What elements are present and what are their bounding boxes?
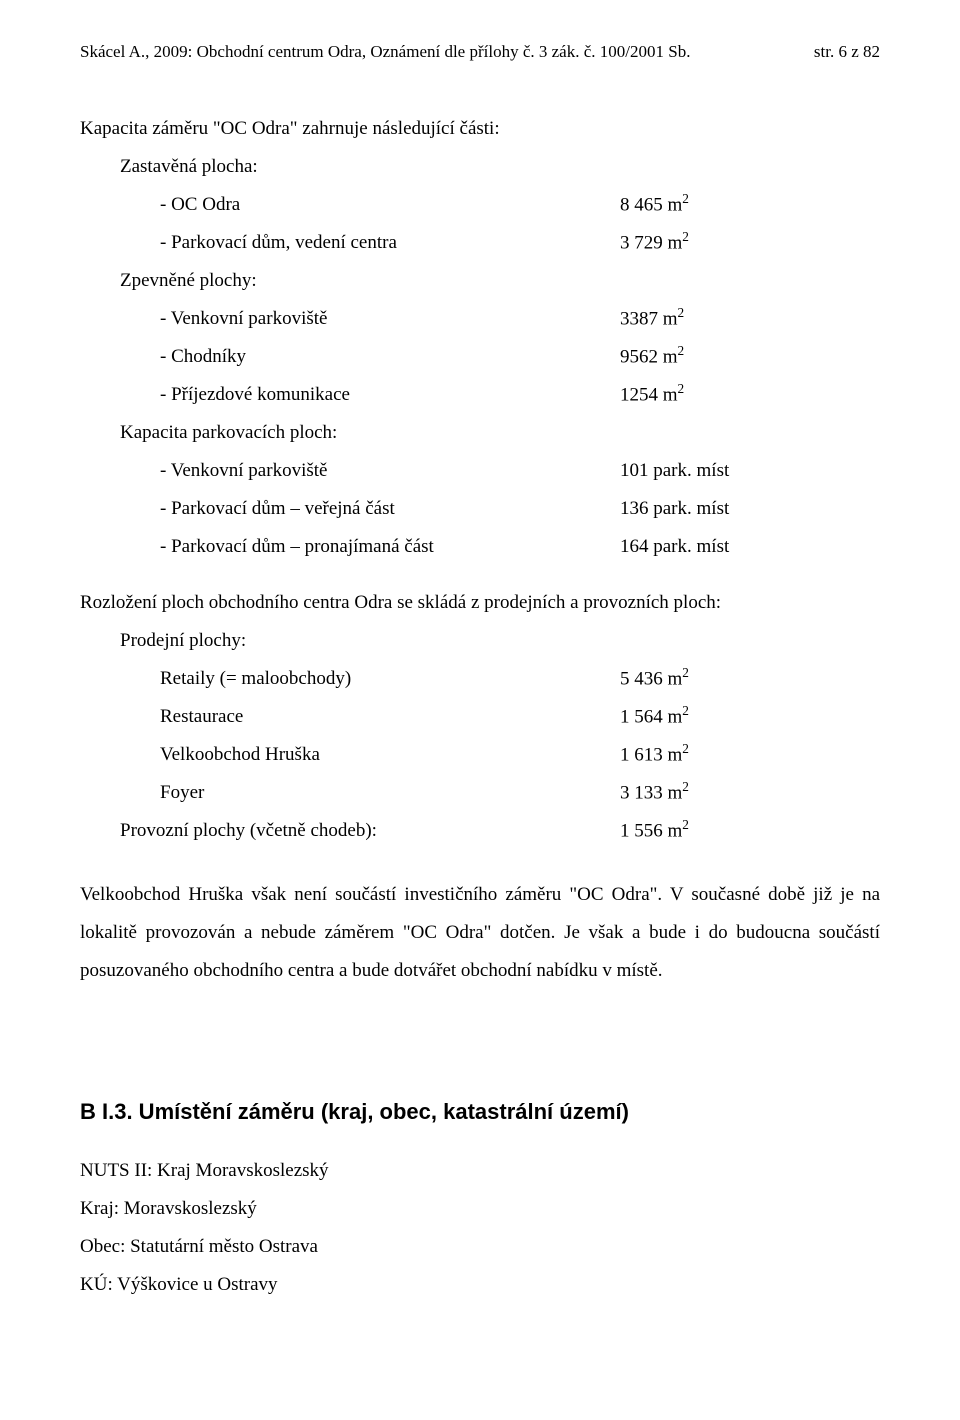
item-value: 136 park. míst xyxy=(620,490,729,528)
item-label: - Parkovací dům – veřejná část xyxy=(160,498,395,519)
item-label: - Příjezdové komunikace xyxy=(160,384,350,405)
list-item: - Parkovací dům – pronajímaná část 164 p… xyxy=(80,528,880,566)
header-right: str. 6 z 82 xyxy=(814,40,880,64)
item-value: 1 613 m2 xyxy=(620,736,689,774)
item-value: 101 park. míst xyxy=(620,452,729,490)
item-label: - Chodníky xyxy=(160,346,246,367)
loc-line: Obec: Statutární město Ostrava xyxy=(80,1228,880,1266)
list-item: - Parkovací dům – veřejná část 136 park.… xyxy=(80,490,880,528)
item-value: 3387 m2 xyxy=(620,300,684,338)
item-label: - Parkovací dům – pronajímaná část xyxy=(160,536,434,557)
item-label: Restaurace xyxy=(160,706,243,727)
item-value: 1254 m2 xyxy=(620,376,684,414)
list-item: - Parkovací dům, vedení centra 3 729 m2 xyxy=(80,224,880,262)
list-item: - OC Odra 8 465 m2 xyxy=(80,186,880,224)
list-item: Foyer 3 133 m2 xyxy=(80,774,880,812)
item-value: 5 436 m2 xyxy=(620,660,689,698)
paragraph: Velkoobchod Hruška však není součástí in… xyxy=(80,876,880,990)
item-value: 1 556 m2 xyxy=(620,812,689,850)
list-item: - Příjezdové komunikace 1254 m2 xyxy=(80,376,880,414)
loc-line: Kraj: Moravskoslezský xyxy=(80,1190,880,1228)
item-label: Provozní plochy (včetně chodeb): xyxy=(120,820,377,841)
item-value: 9562 m2 xyxy=(620,338,684,376)
item-label: - Venkovní parkoviště xyxy=(160,308,327,329)
item-value: 3 133 m2 xyxy=(620,774,689,812)
item-label: - Parkovací dům, vedení centra xyxy=(160,232,397,253)
header-left: Skácel A., 2009: Obchodní centrum Odra, … xyxy=(80,40,690,64)
page-header: Skácel A., 2009: Obchodní centrum Odra, … xyxy=(80,40,880,64)
loc-line: NUTS II: Kraj Moravskoslezský xyxy=(80,1152,880,1190)
item-value: 8 465 m2 xyxy=(620,186,689,224)
section-heading: B I.3. Umístění záměru (kraj, obec, kata… xyxy=(80,1090,880,1134)
item-label: Retaily (= maloobchody) xyxy=(160,668,351,689)
item-label: Velkoobchod Hruška xyxy=(160,744,320,765)
list-item: Velkoobchod Hruška 1 613 m2 xyxy=(80,736,880,774)
zastavena-heading: Zastavěná plocha: xyxy=(80,148,880,186)
intro-line: Kapacita záměru "OC Odra" zahrnuje násle… xyxy=(80,110,880,148)
list-item: Retaily (= maloobchody) 5 436 m2 xyxy=(80,660,880,698)
prodejni-heading: Prodejní plochy: xyxy=(80,622,880,660)
kapacita-heading: Kapacita parkovacích ploch: xyxy=(80,414,880,452)
item-value: 164 park. míst xyxy=(620,528,729,566)
item-label: Foyer xyxy=(160,782,204,803)
item-value: 1 564 m2 xyxy=(620,698,689,736)
mid-line: Rozložení ploch obchodního centra Odra s… xyxy=(80,584,880,622)
list-item: Restaurace 1 564 m2 xyxy=(80,698,880,736)
item-label: - Venkovní parkoviště xyxy=(160,460,327,481)
list-item: - Venkovní parkoviště 3387 m2 xyxy=(80,300,880,338)
item-value: 3 729 m2 xyxy=(620,224,689,262)
list-item: - Chodníky 9562 m2 xyxy=(80,338,880,376)
zpevnene-heading: Zpevněné plochy: xyxy=(80,262,880,300)
item-label: - OC Odra xyxy=(160,194,240,215)
list-item: - Venkovní parkoviště 101 park. míst xyxy=(80,452,880,490)
loc-line: KÚ: Výškovice u Ostravy xyxy=(80,1266,880,1304)
provozni-line: Provozní plochy (včetně chodeb): 1 556 m… xyxy=(80,812,880,850)
